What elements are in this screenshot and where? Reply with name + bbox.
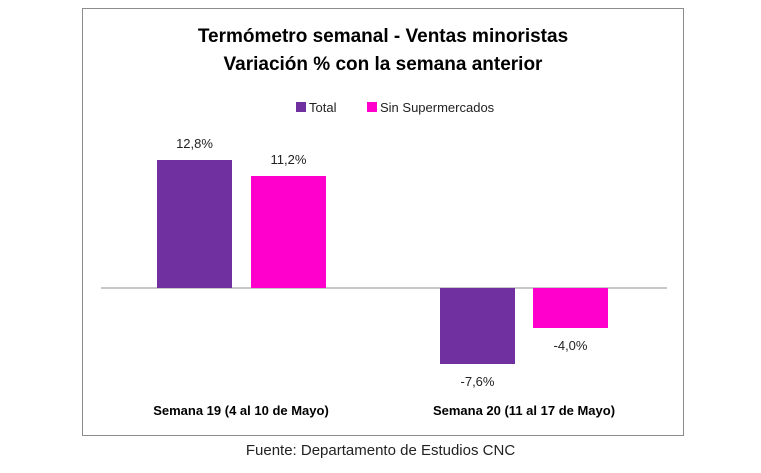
legend-label: Sin Supermercados (380, 100, 495, 115)
bar-sin-supermercados-0 (251, 176, 326, 288)
data-label: -7,6% (461, 374, 495, 389)
chart-subtitle: Variación % con la semana anterior (224, 54, 544, 75)
category-label: Semana 20 (11 al 17 de Mayo) (433, 403, 615, 418)
bar-sin-supermercados-1 (533, 288, 608, 328)
legend-swatch (296, 102, 306, 112)
source-footer: Fuente: Departamento de Estudios CNC (245, 442, 516, 459)
data-label: 12,8% (176, 136, 213, 151)
data-label: -4,0% (554, 338, 588, 353)
category-label: Semana 19 (4 al 10 de Mayo) (153, 403, 329, 418)
legend-label: Total (309, 100, 337, 115)
chart-frame (82, 8, 684, 436)
data-label: 11,2% (271, 152, 307, 167)
bar-total-0 (157, 160, 232, 288)
bar-total-1 (440, 288, 515, 364)
legend-swatch (367, 102, 377, 112)
chart-title: Termómetro semanal - Ventas minoristas (198, 26, 568, 47)
